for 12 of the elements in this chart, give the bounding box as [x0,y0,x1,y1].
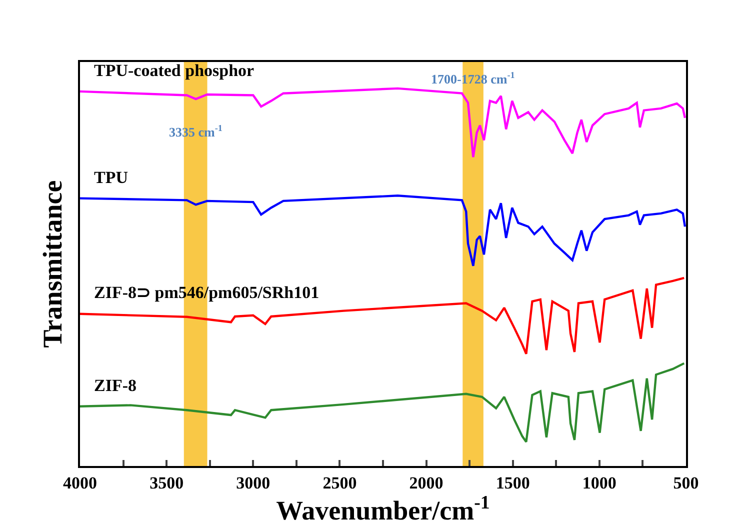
x-axis-title: Wavenumber/cm$^{-1}$ [276,492,490,526]
x-tick-label: 3000 [236,473,270,492]
x-tick-label: 500 [673,473,699,492]
x-tick-label: 2000 [409,473,444,492]
x-tick-label: 4000 [63,473,97,492]
y-axis-title: Transmittance [38,180,68,348]
x-tick-label: 1000 [582,473,616,492]
x-tick-label: 3500 [150,473,184,492]
x-tick-label: 2500 [322,473,357,492]
series-label: TPU [94,168,128,187]
x-tick-label: 1500 [496,473,530,492]
series-label: ZIF-8 [94,376,136,395]
